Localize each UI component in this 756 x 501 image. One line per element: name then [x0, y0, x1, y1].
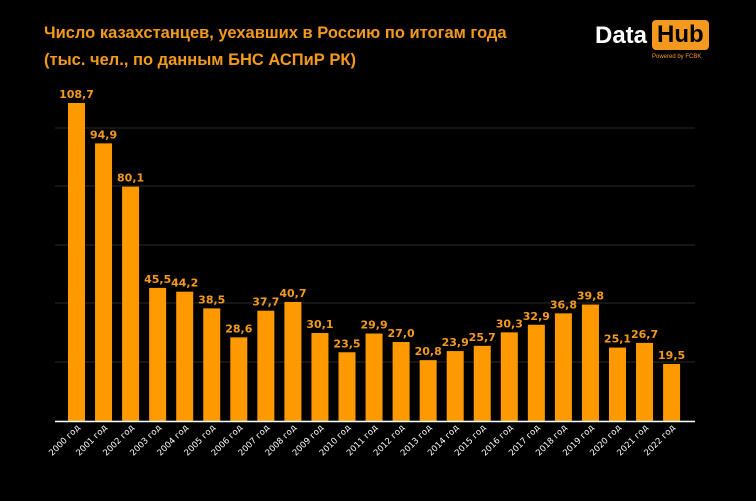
- value-label: 108,7: [59, 88, 94, 101]
- value-label: 29,9: [360, 319, 387, 332]
- value-label: 27,0: [388, 327, 415, 340]
- value-label: 23,5: [333, 337, 360, 350]
- value-label: 30,1: [306, 318, 333, 331]
- value-label: 20,8: [415, 345, 442, 358]
- value-label: 23,9: [442, 336, 469, 349]
- bar: [527, 324, 545, 421]
- bar: [500, 332, 518, 421]
- bar: [554, 313, 572, 421]
- bar: [149, 287, 167, 421]
- bar: [203, 308, 221, 421]
- logo-word-data: Data: [595, 22, 648, 49]
- bar: [663, 363, 681, 421]
- logo-word-hub: Hub: [652, 20, 709, 50]
- value-label: 94,9: [90, 128, 117, 141]
- value-label: 28,6: [225, 322, 252, 335]
- bar: [284, 301, 302, 421]
- value-label: 39,8: [577, 290, 604, 303]
- bar: [338, 352, 356, 421]
- value-label: 36,8: [550, 298, 577, 311]
- value-label: 25,7: [469, 331, 496, 344]
- bar: [609, 347, 626, 421]
- bar: [473, 345, 491, 421]
- value-label: 30,3: [496, 317, 523, 330]
- value-label: 37,7: [252, 296, 279, 309]
- value-label: 80,1: [117, 172, 144, 185]
- bar: [95, 143, 113, 422]
- value-label: 32,9: [523, 310, 550, 323]
- bar: [636, 342, 654, 421]
- title-line-2: (тыс. чел., по данным БНС АСПиР РК): [44, 51, 356, 69]
- value-label: 25,1: [604, 333, 631, 346]
- bar: [581, 304, 599, 421]
- bar: [257, 310, 275, 421]
- title-line-1: Число казахстанцев, уехавших в Россию по…: [44, 24, 507, 42]
- bar: [122, 186, 140, 421]
- value-label: 44,2: [171, 277, 198, 290]
- bar: [230, 337, 248, 421]
- bar: [311, 332, 329, 421]
- value-label: 19,5: [658, 349, 685, 362]
- bar: [446, 351, 464, 421]
- value-label: 26,7: [631, 328, 658, 341]
- value-label: 40,7: [279, 287, 306, 300]
- bar: [176, 291, 194, 421]
- bars: [68, 103, 681, 422]
- chart-title: Число казахстанцев, уехавших в Россию по…: [44, 20, 507, 74]
- bar: [68, 103, 85, 421]
- value-label: 38,5: [198, 293, 225, 306]
- bar: [392, 342, 410, 421]
- bar: [365, 333, 383, 421]
- value-labels: 108,7 94,9 80,1 45,5 44,238,5 28,637,740,7 30,…: [59, 88, 685, 362]
- bar: [419, 360, 437, 421]
- value-label: 45,5: [144, 273, 171, 286]
- logo-tagline: Powered by FCBK: [652, 54, 702, 60]
